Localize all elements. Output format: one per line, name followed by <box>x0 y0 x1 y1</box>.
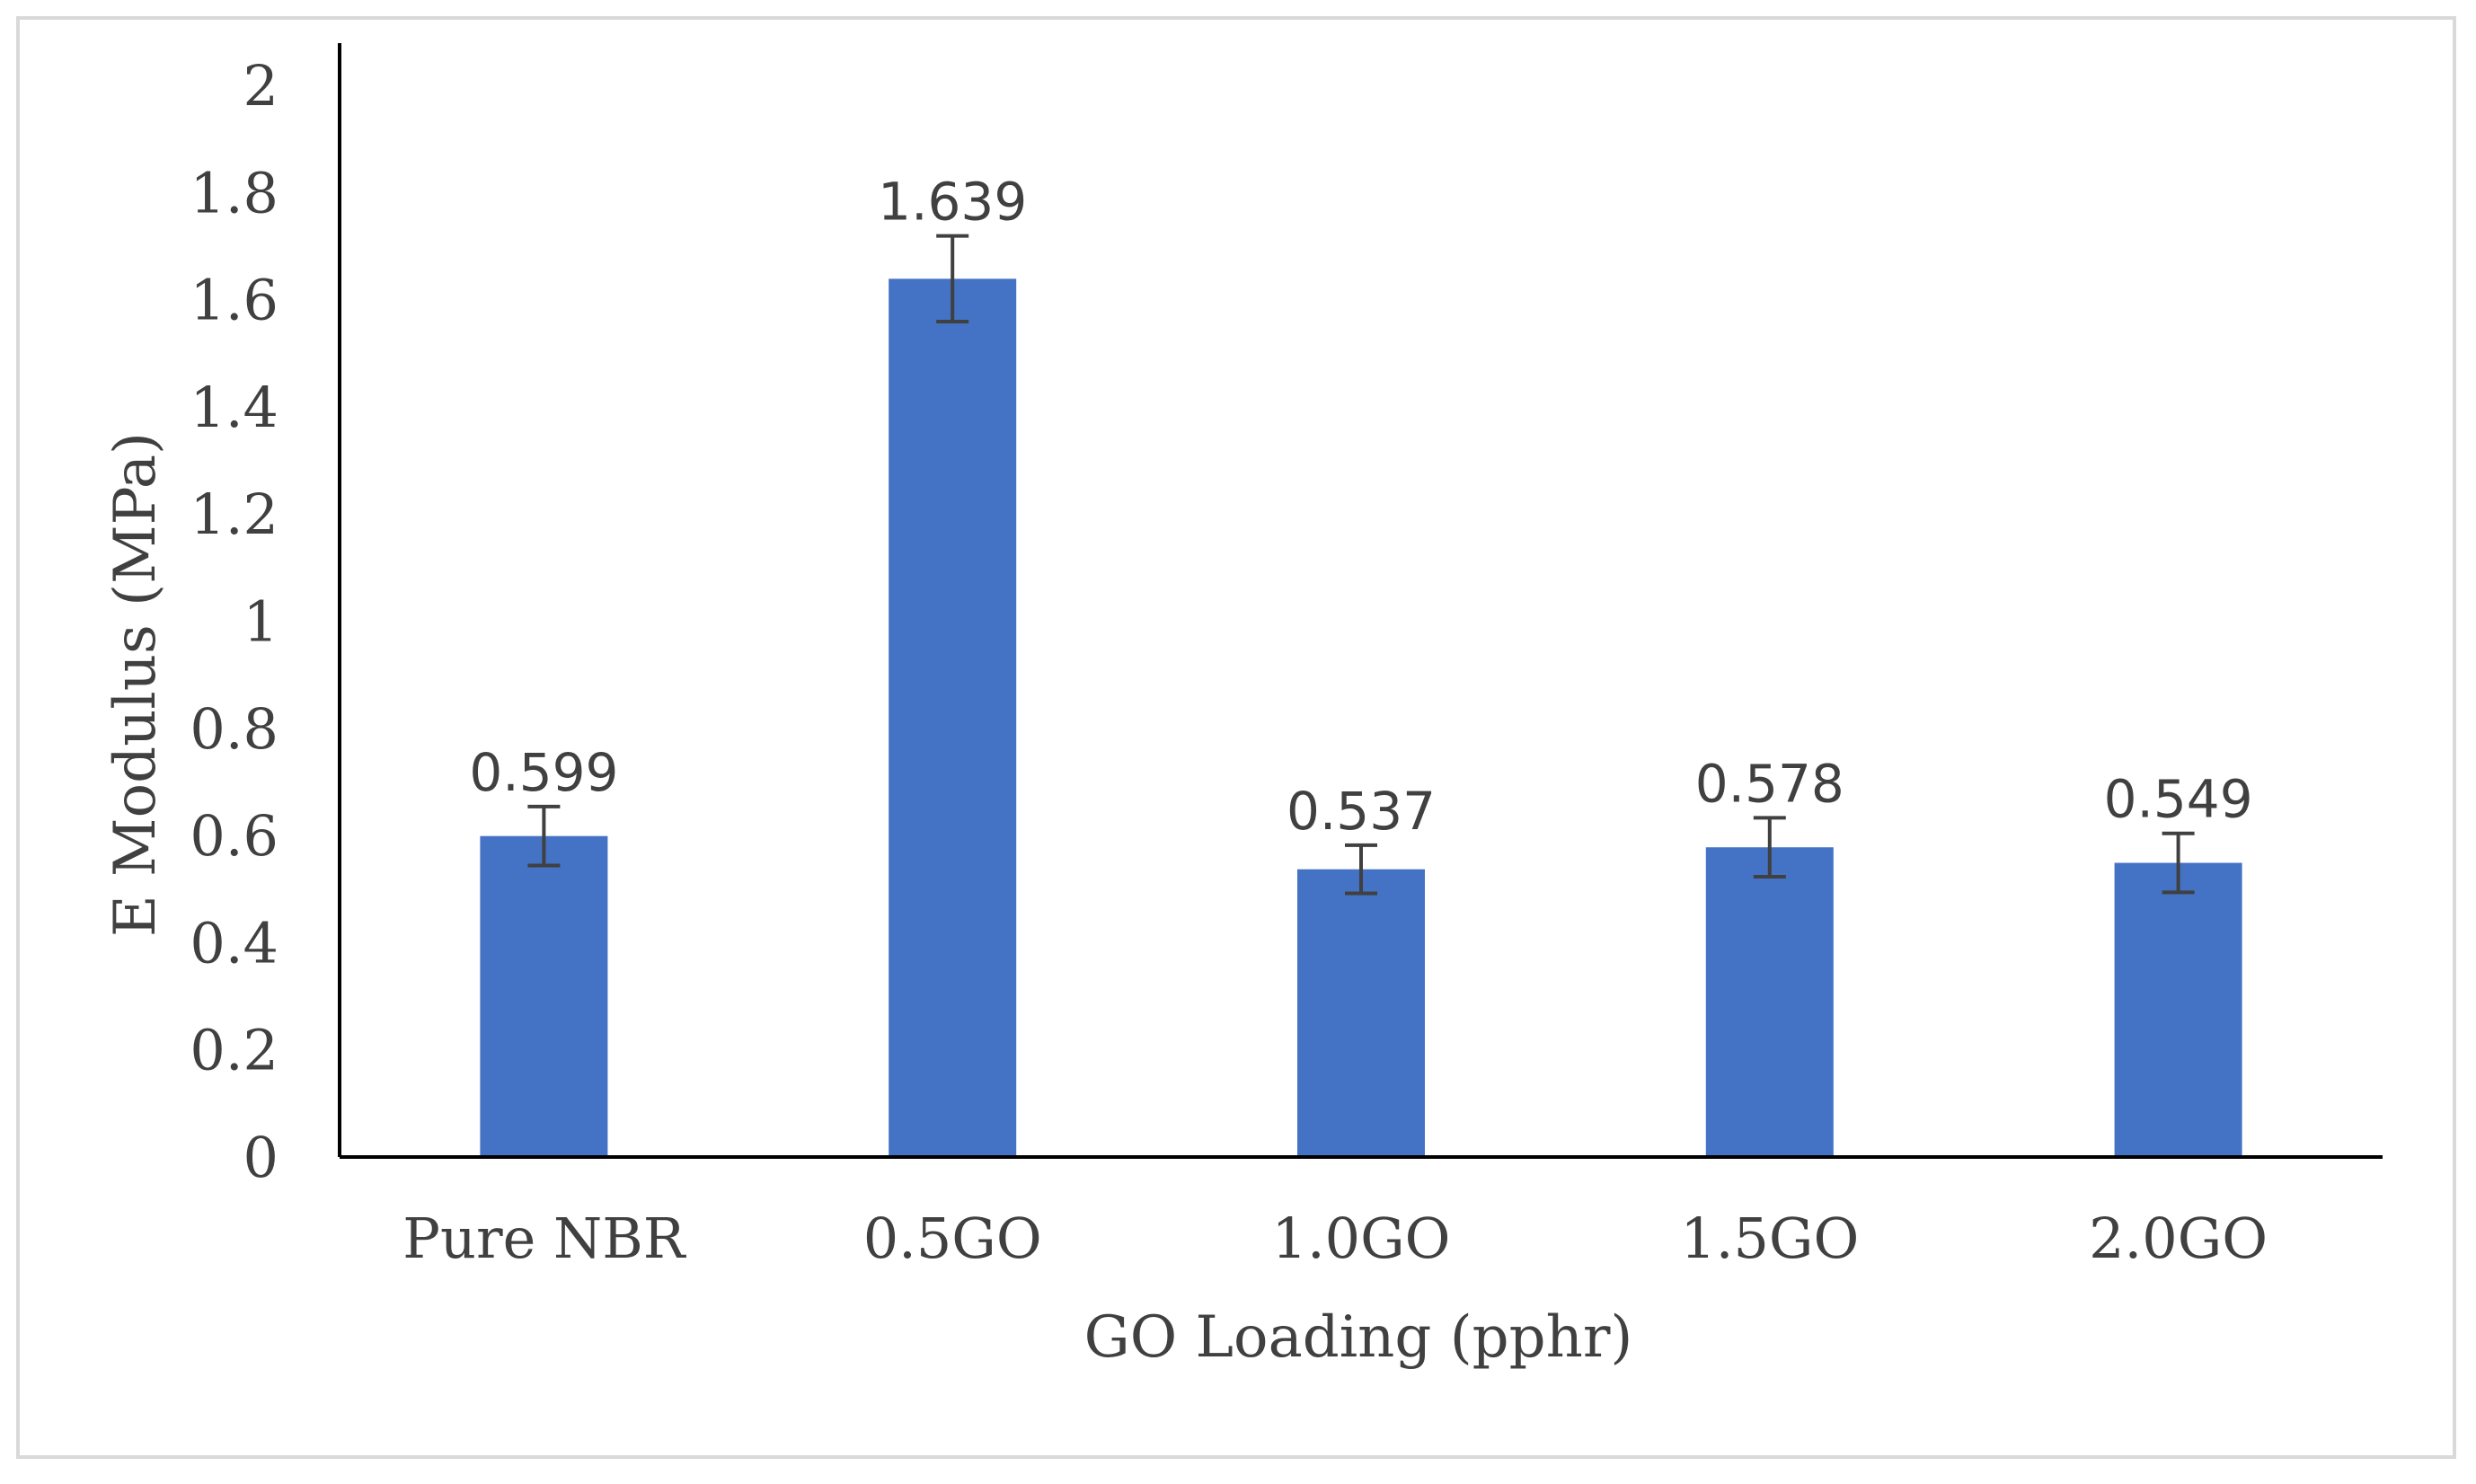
error-bar <box>936 234 969 324</box>
y-tick-label: 0.6 <box>190 803 279 869</box>
error-bars <box>527 234 2195 896</box>
error-bar <box>1345 843 1377 896</box>
data-label: 0.578 <box>1695 753 1844 814</box>
bar <box>1297 869 1425 1157</box>
bar <box>889 278 1017 1157</box>
x-category-label: Pure NBR <box>402 1206 686 1271</box>
y-tick-label: 0.4 <box>190 910 279 976</box>
y-tick-label: 0 <box>243 1125 279 1190</box>
data-label: 1.639 <box>878 172 1027 233</box>
chart-frame <box>16 16 2456 1459</box>
y-tick-label: 0.2 <box>190 1018 279 1083</box>
y-tick-label: 0.8 <box>190 696 279 762</box>
bar <box>480 835 608 1157</box>
error-bar <box>527 804 561 868</box>
error-bar <box>1753 816 1786 879</box>
bar <box>1705 847 1834 1157</box>
x-category-label: 1.5GO <box>1680 1206 1859 1271</box>
x-category-label: 1.0GO <box>1272 1206 1451 1271</box>
x-axis-title: GO Loading (pphr) <box>1084 1304 1633 1371</box>
error-bar <box>2162 831 2195 895</box>
data-labels: 0.599 1.639 0.537 0.578 0.549 <box>469 172 2252 842</box>
y-tick-label: 2 <box>243 53 279 119</box>
y-tick-label: 1.4 <box>190 375 279 440</box>
y-tick-label: 1.6 <box>190 268 279 333</box>
bars <box>480 278 2242 1157</box>
data-label: 0.599 <box>469 742 618 803</box>
y-tick-label: 1.2 <box>190 481 279 547</box>
data-label: 0.549 <box>2104 769 2253 830</box>
x-category-label: 0.5GO <box>863 1206 1042 1271</box>
y-axis-title: E Modulus (MPa) <box>102 432 169 937</box>
x-axis-categories: Pure NBR 0.5GO 1.0GO 1.5GO 2.0GO <box>402 1206 2268 1271</box>
y-tick-label: 1 <box>243 589 279 655</box>
x-category-label: 2.0GO <box>2089 1206 2268 1271</box>
y-axis-ticks: 0 0.2 0.4 0.6 0.8 1 1.2 1.4 1.6 1.8 2 <box>190 53 279 1190</box>
bar <box>2114 862 2242 1157</box>
y-tick-label: 1.8 <box>190 160 279 225</box>
data-label: 0.537 <box>1287 781 1436 842</box>
